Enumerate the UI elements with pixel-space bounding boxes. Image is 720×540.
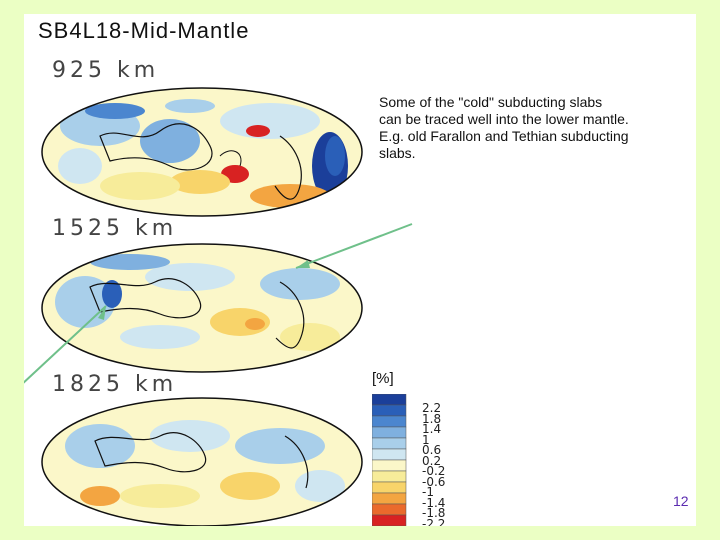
arrow-line-farallon xyxy=(295,223,413,269)
slide-title: SB4L18-Mid-Mantle xyxy=(38,18,250,43)
annotation-line: slabs. xyxy=(379,145,416,161)
colorbar-swatch xyxy=(372,459,407,472)
colorbar-tick-label: 1 xyxy=(422,432,430,447)
annotation-line: E.g. old Farallon and Tethian subducting xyxy=(379,128,629,144)
colorbar-tick-label: -1 xyxy=(422,485,434,499)
colorbar-swatch xyxy=(372,426,407,439)
colorbar-tick-label: 1.8 xyxy=(422,411,442,426)
annotation-line: can be traced well into the lower mantle… xyxy=(379,111,629,127)
colorbar-tick-label: -2.2 xyxy=(422,516,446,527)
tomography-map-1825km xyxy=(41,397,363,526)
colorbar-tick-label: 1.4 xyxy=(422,422,442,436)
arrow-line-tethian xyxy=(24,305,107,384)
colorbar-swatch xyxy=(372,448,407,461)
colorbar-swatch xyxy=(372,514,407,526)
colorbar-tick-label: -1.4 xyxy=(422,495,446,510)
colorbar-tick-label: 0.6 xyxy=(422,443,442,457)
annotation-text: Some of the "cold" subducting slabs can … xyxy=(379,94,696,162)
slide: SB4L18-Mid-Mantle 925 km 1525 km 1825 km xyxy=(24,14,696,526)
colorbar-tick-label: 2.2 xyxy=(422,401,442,415)
colorbar-swatch xyxy=(372,404,407,417)
arrowhead-tethian xyxy=(98,306,106,320)
annotation-line: Some of the "cold" subducting slabs xyxy=(379,94,603,110)
tomography-map-1525km xyxy=(41,243,363,373)
page-number: 12 xyxy=(673,493,689,509)
arrowhead-farallon xyxy=(296,260,310,268)
colorbar-swatch xyxy=(372,470,407,483)
colorbar-swatch xyxy=(372,415,407,428)
colorbar-swatch xyxy=(372,437,407,450)
colorbar-swatch xyxy=(372,394,407,406)
colorbar-tick-label: 0.2 xyxy=(422,453,442,468)
colorbar-swatch xyxy=(372,503,407,516)
depth-label-1825: 1825 km xyxy=(52,372,178,397)
colorbar-tick-label: -0.6 xyxy=(422,474,446,489)
colorbar xyxy=(372,394,407,526)
depth-label-925: 925 km xyxy=(52,58,160,83)
colorbar-tick-label: -0.2 xyxy=(422,464,446,478)
arrows xyxy=(24,223,413,384)
colorbar-swatch xyxy=(372,481,407,494)
tomography-map-925km xyxy=(41,87,363,217)
colorbar-unit: [%] xyxy=(372,370,394,387)
colorbar-swatch xyxy=(372,492,407,505)
depth-label-1525: 1525 km xyxy=(52,216,178,241)
colorbar-tick-label: -1.8 xyxy=(422,506,446,520)
